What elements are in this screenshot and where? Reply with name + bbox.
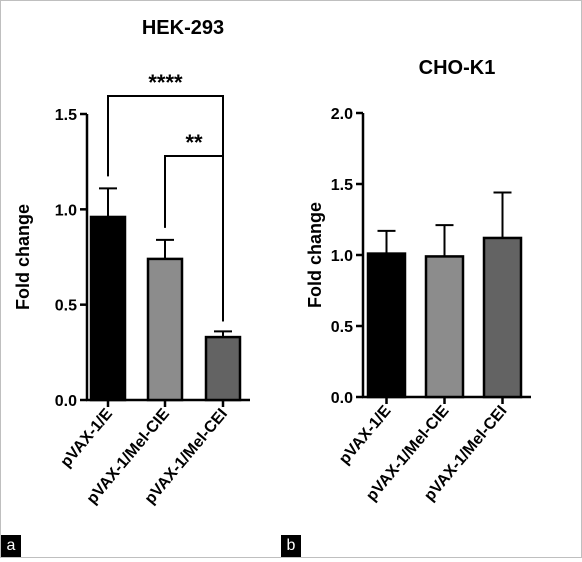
y-tick-label-0-0: 0.0 (55, 393, 77, 410)
significance-label-0: **** (148, 70, 183, 95)
chart-title-0: HEK-293 (142, 17, 224, 39)
y-tick-label-1-3: 1.5 (331, 177, 353, 194)
y-tick-label-1-2: 1.0 (331, 248, 353, 265)
y-tick-label-0-3: 1.5 (55, 107, 77, 124)
panel-label-a: a (1, 535, 21, 557)
bar-0-0 (89, 215, 127, 402)
bar-0-1 (146, 257, 184, 402)
bar-1-2 (482, 236, 523, 399)
y-tick-label-1-1: 0.5 (331, 319, 353, 336)
x-tick-label-1-0: pVAX-1/E (336, 402, 395, 467)
y-tick-label-0-1: 0.5 (55, 298, 77, 315)
x-tick-label-0-0: pVAX-1/E (58, 405, 117, 470)
significance-label-1: ** (185, 130, 203, 155)
y-axis-label-0: Fold change (13, 204, 33, 310)
panel-label-b: b (281, 535, 301, 557)
bar-1-0 (366, 252, 407, 399)
y-tick-label-0-2: 1.0 (55, 202, 77, 219)
y-axis-label-1: Fold change (305, 202, 325, 308)
y-tick-label-1-0: 0.0 (331, 390, 353, 407)
chart-title-1: CHO-K1 (419, 57, 496, 79)
bar-1-1 (424, 255, 465, 399)
y-tick-label-1-4: 2.0 (331, 106, 353, 123)
bar-0-2 (204, 335, 242, 402)
significance-bracket-1 (164, 155, 224, 322)
